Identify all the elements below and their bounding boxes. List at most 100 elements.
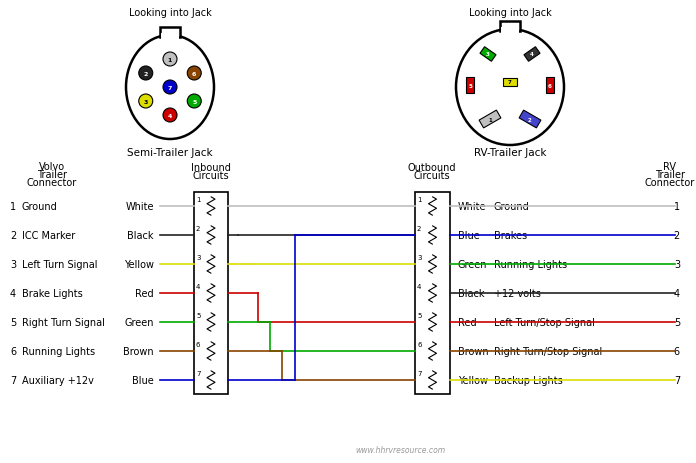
Text: +12 volts: +12 volts: [494, 288, 541, 298]
Text: 3: 3: [486, 52, 490, 57]
Text: Backup Lights: Backup Lights: [494, 375, 563, 385]
Text: Black: Black: [458, 288, 484, 298]
Text: 1: 1: [488, 117, 492, 122]
Text: Brake Lights: Brake Lights: [22, 288, 83, 298]
Text: 6: 6: [196, 341, 200, 347]
Bar: [466, 78, 474, 94]
Text: 7: 7: [196, 370, 200, 376]
Text: 4: 4: [196, 283, 200, 289]
Text: Red: Red: [136, 288, 154, 298]
Text: Running Lights: Running Lights: [22, 346, 95, 356]
Text: Green: Green: [458, 259, 487, 269]
Circle shape: [163, 109, 177, 123]
Circle shape: [187, 95, 201, 109]
Text: 1: 1: [196, 196, 200, 202]
Bar: [500, 22, 520, 32]
Text: 4: 4: [530, 52, 534, 57]
Text: 6: 6: [548, 83, 552, 88]
Text: Running Lights: Running Lights: [494, 259, 567, 269]
Bar: [501, 28, 519, 34]
Text: www.hhrvresource.com: www.hhrvresource.com: [355, 445, 445, 454]
Text: Trailer: Trailer: [37, 169, 67, 180]
Text: Connector: Connector: [27, 178, 77, 188]
Bar: [524, 48, 540, 62]
Text: Semi-Trailer Jack: Semi-Trailer Jack: [127, 148, 213, 158]
Text: Right Turn Signal: Right Turn Signal: [22, 317, 105, 327]
Text: Inbound: Inbound: [191, 163, 231, 173]
Text: 2: 2: [674, 231, 680, 240]
Text: 6: 6: [10, 346, 16, 356]
Text: 4: 4: [417, 283, 421, 289]
Text: 1: 1: [168, 57, 172, 63]
Text: RV: RV: [663, 162, 677, 172]
Text: 5: 5: [196, 312, 200, 318]
Text: Auxiliary +12v: Auxiliary +12v: [22, 375, 94, 385]
Text: Trailer: Trailer: [655, 169, 685, 180]
Text: Blue: Blue: [132, 375, 154, 385]
Text: 2: 2: [143, 71, 148, 76]
Bar: [160, 28, 180, 38]
Text: Brown: Brown: [458, 346, 489, 356]
Text: Green: Green: [125, 317, 154, 327]
Circle shape: [163, 53, 177, 67]
Bar: [161, 34, 179, 40]
Text: 6: 6: [674, 346, 680, 356]
Text: 3: 3: [674, 259, 680, 269]
Text: 3: 3: [10, 259, 16, 269]
Text: 3: 3: [143, 99, 148, 104]
Circle shape: [163, 81, 177, 95]
Text: Blue: Blue: [458, 231, 480, 240]
Text: RV-Trailer Jack: RV-Trailer Jack: [474, 148, 546, 158]
Text: Ground: Ground: [494, 201, 530, 212]
Bar: [480, 48, 496, 62]
Text: Yellow: Yellow: [124, 259, 154, 269]
Text: 7: 7: [417, 370, 422, 376]
Text: 4: 4: [674, 288, 680, 298]
Text: Outbound: Outbound: [408, 163, 457, 173]
Text: 5: 5: [468, 83, 472, 88]
Text: Red: Red: [458, 317, 477, 327]
Text: 4: 4: [168, 113, 172, 118]
Text: 7: 7: [508, 80, 512, 85]
Text: 3: 3: [417, 254, 422, 260]
Text: Circuits: Circuits: [193, 171, 229, 181]
Text: 2: 2: [417, 225, 421, 232]
Text: Yellow: Yellow: [458, 375, 488, 385]
Circle shape: [187, 67, 201, 81]
Ellipse shape: [126, 36, 214, 140]
Text: 7: 7: [168, 85, 172, 90]
Circle shape: [139, 95, 152, 109]
Text: 6: 6: [417, 341, 422, 347]
Bar: [546, 78, 554, 94]
Text: 6: 6: [192, 71, 196, 76]
Bar: [503, 79, 517, 87]
Bar: [519, 111, 541, 129]
Text: Looking into Jack: Looking into Jack: [129, 8, 212, 18]
Text: Right Turn/Stop Signal: Right Turn/Stop Signal: [494, 346, 602, 356]
Text: White: White: [125, 201, 154, 212]
Circle shape: [139, 67, 152, 81]
Text: 5: 5: [674, 317, 680, 327]
Text: Left Turn Signal: Left Turn Signal: [22, 259, 97, 269]
Text: 4: 4: [10, 288, 16, 298]
Text: 2: 2: [196, 225, 200, 232]
Bar: [415, 193, 450, 394]
Text: 7: 7: [674, 375, 680, 385]
Text: 2: 2: [528, 117, 532, 122]
Text: 1: 1: [417, 196, 422, 202]
Ellipse shape: [456, 30, 564, 146]
Text: 5: 5: [10, 317, 16, 327]
Text: Brakes: Brakes: [494, 231, 527, 240]
Bar: [479, 111, 501, 129]
Text: ICC Marker: ICC Marker: [22, 231, 75, 240]
Text: Black: Black: [127, 231, 154, 240]
Text: Circuits: Circuits: [413, 171, 450, 181]
Text: Volvo: Volvo: [39, 162, 65, 172]
Text: Looking into Jack: Looking into Jack: [468, 8, 551, 18]
Text: Left Turn/Stop Signal: Left Turn/Stop Signal: [494, 317, 595, 327]
Text: 1: 1: [674, 201, 680, 212]
Text: 5: 5: [192, 99, 196, 104]
Text: White: White: [458, 201, 487, 212]
Text: 1: 1: [10, 201, 16, 212]
Text: 3: 3: [196, 254, 200, 260]
